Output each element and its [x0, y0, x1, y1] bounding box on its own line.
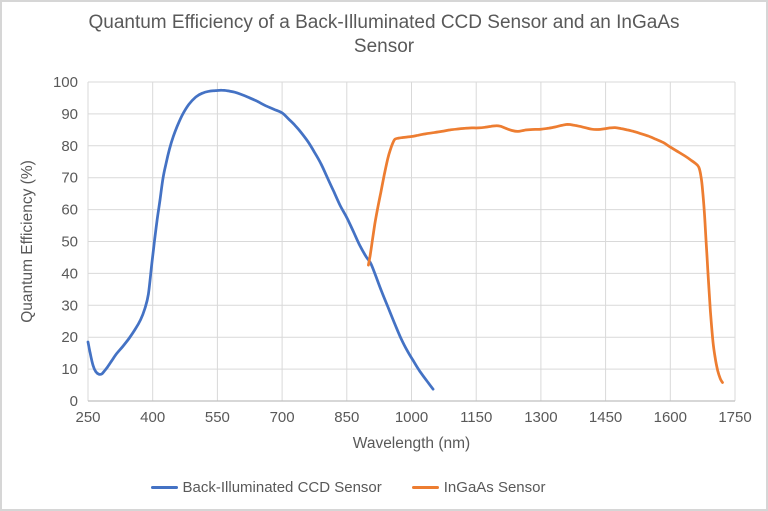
x-tick-label: 1000 [395, 409, 428, 426]
legend-label-ingaas: InGaAs Sensor [443, 479, 546, 496]
x-tick-label: 850 [334, 409, 359, 426]
legend: Back-Illuminated CCD Sensor InGaAs Senso… [2, 479, 766, 496]
x-tick-label: 400 [140, 409, 165, 426]
legend-line-ccd [150, 486, 178, 489]
chart-title: Quantum Efficiency of a Back-Illuminated… [88, 12, 680, 57]
x-tick-label: 1450 [589, 409, 622, 426]
x-tick-label: 1150 [460, 409, 492, 426]
y-tick-label: 60 [61, 202, 78, 219]
x-tick-label: 700 [270, 409, 295, 426]
y-tick-label: 80 [61, 138, 78, 155]
x-tick-label: 1300 [524, 409, 557, 426]
ingaas-series-line [367, 123, 724, 384]
legend-line-ingaas [411, 486, 439, 489]
ccd-series-line [86, 88, 435, 391]
y-tick-label: 100 [53, 74, 78, 91]
x-axis-title: Wavelength (nm) [353, 435, 470, 452]
y-tick-label: 50 [61, 234, 78, 251]
legend-item-ingaas: InGaAs Sensor [411, 479, 546, 496]
y-tick-label: 30 [61, 297, 78, 314]
legend-item-ccd: Back-Illuminated CCD Sensor [150, 479, 382, 496]
x-tick-label: 550 [205, 409, 230, 426]
y-tick-label: 10 [61, 361, 78, 378]
x-tick-label: 1600 [654, 409, 687, 426]
y-tick-label: 20 [61, 329, 78, 346]
legend-label-ccd: Back-Illuminated CCD Sensor [182, 479, 382, 496]
x-tick-label: 1750 [718, 409, 751, 426]
y-tick-label: 90 [61, 106, 78, 123]
y-tick-label: 40 [61, 265, 78, 282]
y-tick-label: 70 [61, 170, 78, 187]
y-axis-title: Quantum Efficiency (%) [19, 160, 36, 323]
x-tick-label: 250 [75, 409, 100, 426]
y-tick-label: 0 [70, 393, 78, 410]
